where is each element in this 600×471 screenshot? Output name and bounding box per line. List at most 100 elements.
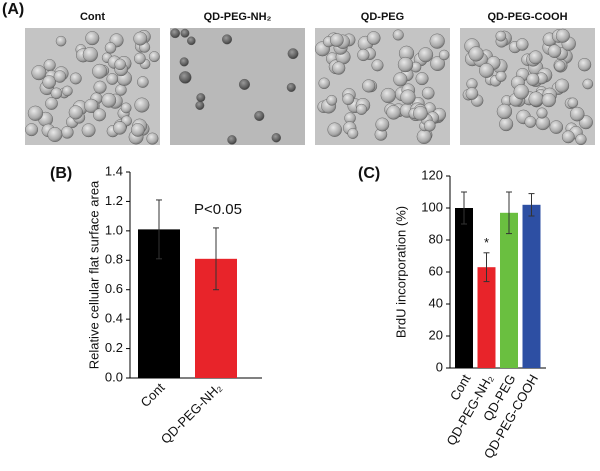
cell xyxy=(554,78,570,93)
bar xyxy=(500,212,518,368)
annotation: P<0.05 xyxy=(194,201,242,218)
cell xyxy=(196,93,206,103)
y-tick-label: 1.4 xyxy=(105,163,123,178)
cell xyxy=(561,130,575,144)
cell xyxy=(575,133,587,146)
cell xyxy=(400,89,416,105)
cell xyxy=(69,72,82,85)
cell xyxy=(536,107,548,119)
cell xyxy=(347,128,359,139)
cell xyxy=(577,58,592,72)
cell xyxy=(106,73,119,85)
y-tick-label: 0.8 xyxy=(105,252,123,267)
cell xyxy=(496,103,513,120)
cell xyxy=(55,35,67,47)
cell xyxy=(528,91,544,107)
cell xyxy=(227,135,237,145)
cell xyxy=(254,110,265,121)
cell xyxy=(416,129,432,144)
cell xyxy=(429,33,445,49)
cell xyxy=(222,34,233,45)
cell xyxy=(53,70,67,83)
cell xyxy=(47,127,63,142)
cell xyxy=(187,36,196,46)
cell xyxy=(392,29,404,41)
cell xyxy=(137,76,149,88)
cell xyxy=(326,95,338,106)
cell xyxy=(357,48,370,62)
cell xyxy=(50,87,63,100)
cell xyxy=(495,30,507,42)
image-label: QD-PEG-NH₂ xyxy=(204,11,272,23)
cell xyxy=(27,105,44,121)
cell xyxy=(330,33,344,47)
cell xyxy=(397,56,414,73)
cell xyxy=(569,106,585,122)
y-tick-label: 60 xyxy=(429,263,443,278)
y-axis-label: Relative cellular flat surface area xyxy=(86,180,101,369)
y-tick-label: 40 xyxy=(429,295,443,310)
y-tick-label: 20 xyxy=(429,327,443,342)
y-tick-label: 1.0 xyxy=(105,222,123,237)
cell xyxy=(355,103,368,115)
bar xyxy=(455,208,473,368)
panel-label: (A) xyxy=(2,1,24,18)
cell xyxy=(238,78,250,90)
y-tick-label: 120 xyxy=(421,167,443,182)
x-tick-label: QD-PEG-NH₂ xyxy=(158,380,225,447)
y-tick-label: 100 xyxy=(421,199,443,214)
cell xyxy=(286,82,296,92)
cell xyxy=(85,31,100,46)
cell xyxy=(31,65,47,81)
cell xyxy=(134,97,150,113)
bar xyxy=(477,267,496,368)
image-label: Cont xyxy=(80,11,105,23)
y-tick-label: 0.0 xyxy=(105,369,123,384)
cell xyxy=(554,60,566,72)
cell xyxy=(146,132,159,145)
cell xyxy=(42,75,56,89)
bar xyxy=(522,204,541,368)
cell xyxy=(479,63,494,78)
cell xyxy=(567,97,579,109)
cell xyxy=(68,105,83,120)
cell xyxy=(438,49,450,61)
image-label: QD-PEG xyxy=(361,11,404,23)
cell xyxy=(362,79,376,93)
y-tick-label: 0.2 xyxy=(105,340,123,355)
cell xyxy=(170,28,180,39)
panel-label: (C) xyxy=(358,165,380,182)
cell xyxy=(413,106,428,121)
cell xyxy=(82,46,98,63)
y-tick-label: 0.6 xyxy=(105,281,123,296)
cell xyxy=(101,92,117,108)
cell xyxy=(421,86,435,100)
cell xyxy=(423,119,436,132)
cell xyxy=(148,51,160,63)
cell xyxy=(386,105,401,120)
cell xyxy=(418,47,434,63)
cell xyxy=(495,70,507,82)
cell xyxy=(93,108,106,122)
cell xyxy=(541,92,556,108)
x-tick-label: Cont xyxy=(138,380,168,410)
cell xyxy=(318,77,330,89)
cell xyxy=(549,120,564,134)
cell xyxy=(375,117,390,132)
cell xyxy=(380,87,396,104)
cell xyxy=(179,71,192,84)
cell xyxy=(513,84,529,100)
cell xyxy=(499,117,514,132)
cell xyxy=(92,63,108,79)
cell xyxy=(415,72,429,86)
cell xyxy=(93,80,107,94)
cell xyxy=(287,48,299,60)
cell xyxy=(547,44,562,58)
cell xyxy=(25,123,39,137)
y-axis-label: BrdU incorporation (%) xyxy=(393,206,408,338)
y-tick-label: 1.2 xyxy=(105,193,123,208)
cell xyxy=(327,122,342,137)
cell xyxy=(271,133,281,143)
cell xyxy=(104,42,117,54)
